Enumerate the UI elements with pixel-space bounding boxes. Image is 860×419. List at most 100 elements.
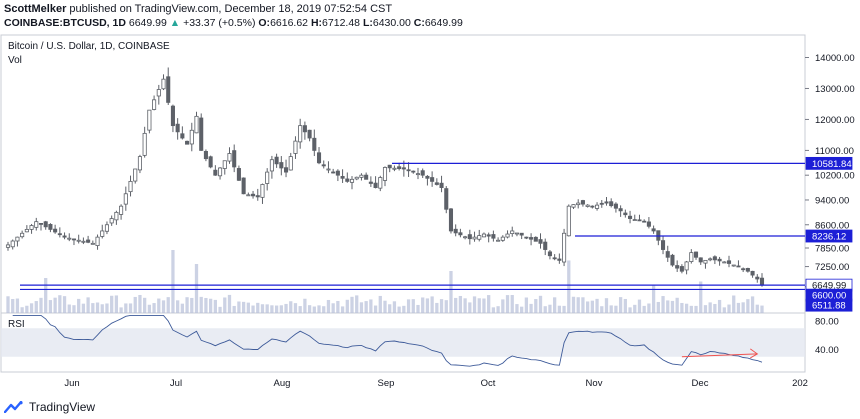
candle-body (467, 234, 472, 240)
last-price: 6649.99 (128, 17, 167, 29)
volume-bar (72, 305, 76, 313)
candle-body (246, 194, 251, 197)
volume-bar (562, 305, 566, 313)
price-tick-label: 14000.00 (815, 53, 855, 64)
volume-bar (194, 264, 199, 313)
rsi-line (12, 314, 763, 367)
candle-body (453, 228, 458, 234)
volume-bar (590, 300, 594, 313)
volume-bar (642, 305, 646, 313)
divergence-arrow (681, 353, 758, 358)
volume-bar (736, 302, 741, 313)
candle-body (571, 204, 576, 208)
volume-bar (520, 306, 524, 313)
candle-body (86, 239, 91, 243)
volume-bar (232, 305, 236, 313)
volume-bar (732, 295, 736, 313)
candle-body (679, 266, 684, 272)
volume-bar (171, 250, 175, 313)
volume-bar (675, 297, 679, 313)
candle-body (514, 232, 519, 235)
price-tick-label: 7250.00 (815, 262, 849, 273)
volume-bar (364, 301, 368, 313)
volume-bar (746, 299, 750, 313)
candle-body (693, 251, 699, 258)
time-tick-label: 202 (792, 378, 808, 389)
price-tag-box (805, 298, 853, 312)
time-tick-label: Sep (378, 378, 395, 389)
ohlc-line: COINBASE:BTCUSD, 1D 6649.99 ▲ +33.37 (+0… (4, 17, 463, 29)
candle-body (712, 256, 717, 261)
price-chart[interactable]: 14000.00 13000.00 12000.00 11000.00 10200.00… (0, 34, 860, 392)
volume-bar (458, 295, 463, 313)
volume-bar (138, 294, 142, 313)
candle-body (406, 169, 411, 172)
candle-body (382, 167, 388, 181)
volume-bar (373, 305, 378, 313)
candle-body (67, 237, 72, 240)
candle-body (759, 277, 765, 286)
volume-bar (505, 295, 510, 313)
candle-body (90, 242, 95, 245)
price-tag-box (805, 156, 853, 170)
author-name[interactable]: ScottMelker (4, 3, 67, 15)
candle-body (387, 164, 392, 169)
candle-body (123, 193, 128, 205)
volume-label: Vol (8, 55, 22, 66)
candle-body (81, 240, 86, 243)
candle-body (180, 133, 185, 139)
price-tick-label: 9400.00 (815, 195, 849, 206)
rsi-label: RSI (8, 319, 25, 330)
volume-bar (487, 295, 491, 313)
candle-body (519, 232, 524, 236)
volume-bar (397, 306, 401, 313)
volume-bar (600, 306, 604, 313)
candle-body (731, 264, 736, 267)
price-tick-label: 7850.00 (815, 243, 849, 254)
candle-body (642, 220, 647, 223)
candle-body (580, 200, 585, 205)
volume-bar (53, 297, 57, 313)
volume-bar (496, 306, 500, 313)
volume-bar (284, 303, 288, 313)
published-line: ScottMelker published on TradingView.com… (4, 3, 392, 15)
volume-bar (114, 295, 119, 313)
candle-body (576, 202, 581, 206)
horizontal-levels[interactable] (20, 162, 805, 291)
volume-bar (538, 295, 543, 313)
candle-body (340, 176, 345, 179)
candle-body (368, 181, 373, 184)
candle-body (755, 276, 760, 280)
candle-body (543, 241, 548, 250)
brand-name: TradingView (29, 400, 96, 414)
volume-bar (515, 304, 519, 313)
volume-bar (147, 304, 152, 313)
volume-bar (651, 285, 656, 313)
volume-bar (595, 298, 599, 313)
candle-body (566, 205, 571, 237)
volume-bar (251, 305, 255, 313)
candle-body (199, 117, 204, 151)
candle-body (411, 170, 416, 173)
candle-body (703, 259, 708, 264)
price-tag-label: 8236.12 (812, 232, 846, 243)
candle-body (24, 229, 29, 233)
volume-bar (392, 301, 397, 313)
volume-bar (11, 299, 15, 313)
candle-body (463, 236, 468, 239)
footer-brand[interactable]: TradingView (4, 400, 95, 414)
candle-body (651, 228, 656, 232)
candle-body (119, 205, 124, 215)
volume-bar (684, 303, 689, 313)
candle-body (486, 234, 491, 237)
volume-bar (378, 295, 382, 313)
candle-body (161, 78, 166, 90)
volume-bar (411, 299, 415, 313)
volume-bar (553, 297, 557, 313)
candle-body (218, 167, 223, 177)
candle-body (722, 261, 727, 264)
volume-bar (58, 295, 62, 313)
candle-body (34, 221, 39, 228)
candle-body (43, 221, 48, 228)
volume-bar (6, 296, 10, 313)
